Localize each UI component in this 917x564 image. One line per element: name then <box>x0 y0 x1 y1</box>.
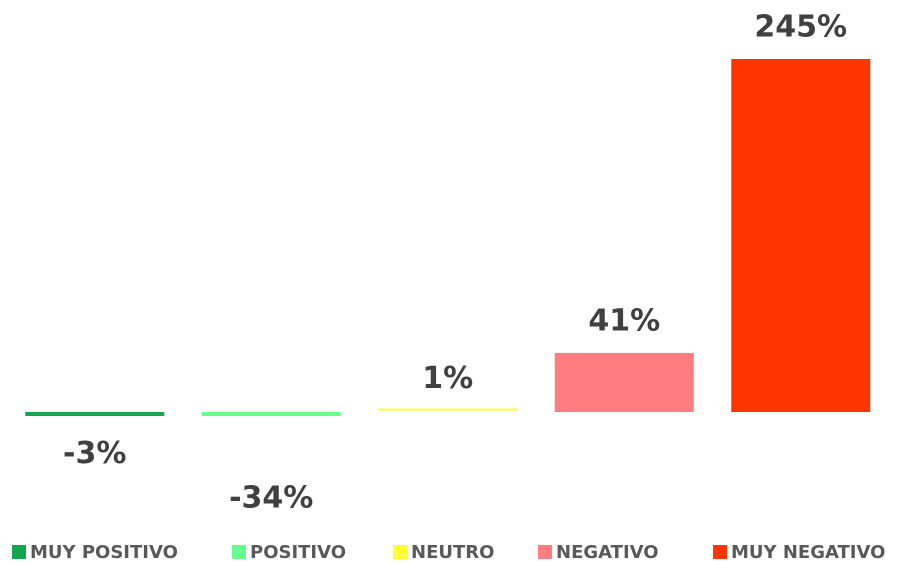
value-label: 41% <box>588 303 660 338</box>
legend-label: MUY POSITIVO <box>30 542 178 563</box>
legend-label: POSITIVO <box>250 542 346 563</box>
legend-label: NEUTRO <box>411 542 494 563</box>
legend-swatch <box>713 545 727 559</box>
bar <box>554 352 694 412</box>
legend-swatch <box>393 545 407 559</box>
legend-label: MUY NEGATIVO <box>731 542 885 563</box>
value-label: -3% <box>63 436 126 471</box>
value-label: 1% <box>422 361 473 396</box>
legend-swatch <box>538 545 552 559</box>
legend-swatch <box>232 545 246 559</box>
value-label: -34% <box>229 480 313 515</box>
legend-swatch <box>12 545 26 559</box>
bar <box>25 412 165 416</box>
value-label: 245% <box>754 10 847 45</box>
bar <box>201 412 341 416</box>
bar <box>378 408 518 411</box>
bar <box>731 59 871 412</box>
legend-label: NEGATIVO <box>556 542 659 563</box>
